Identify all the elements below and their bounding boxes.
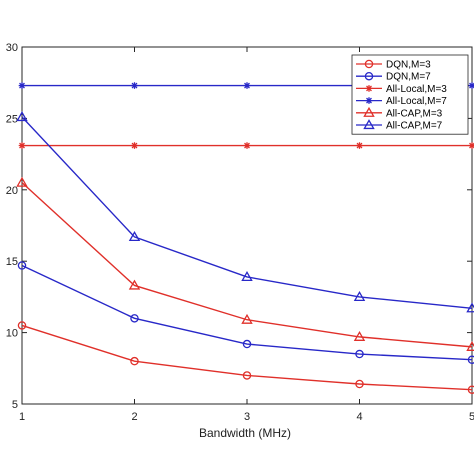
series-all-cap-m-3 xyxy=(16,176,474,351)
legend-label: All-Local,M=7 xyxy=(386,96,447,107)
data-point xyxy=(128,231,141,242)
y-tick-label: 30 xyxy=(6,42,18,54)
series-dqn-m-3 xyxy=(17,321,474,394)
series-all-local-m-3 xyxy=(18,142,474,149)
legend-item: All-Local,M=7 xyxy=(356,96,447,107)
x-tick-label: 2 xyxy=(131,411,137,423)
axis-ticks: 1 2 3 4 5 5 10 15 20 25 30 xyxy=(6,42,474,423)
legend-item: DQN,M=3 xyxy=(356,60,431,71)
legend-marker xyxy=(365,97,373,104)
legend: DQN,M=3DQN,M=7All-Local,M=3All-Local,M=7… xyxy=(351,54,469,135)
data-point xyxy=(356,142,363,149)
legend-item: All-CAP,M=3 xyxy=(356,106,443,119)
data-point xyxy=(466,340,474,351)
data-point xyxy=(467,385,474,394)
data-point xyxy=(353,290,366,302)
data-point xyxy=(467,355,474,364)
data-point xyxy=(16,176,28,187)
legend-label: All-CAP,M=3 xyxy=(386,108,443,119)
data-point xyxy=(17,261,27,270)
data-point xyxy=(131,82,138,89)
data-point xyxy=(468,142,474,149)
legend-marker xyxy=(363,119,375,130)
series-dqn-m-7 xyxy=(17,261,474,364)
legend-marker xyxy=(364,59,374,69)
x-tick-label: 1 xyxy=(19,411,25,423)
legend-item: DQN,M=7 xyxy=(356,72,431,83)
legend-label: All-Local,M=3 xyxy=(386,84,447,95)
series-line xyxy=(21,324,473,391)
y-tick-label: 25 xyxy=(6,113,18,125)
legend-box xyxy=(351,54,469,135)
x-tick-label: 4 xyxy=(356,411,362,423)
legend-label: All-CAP,M=7 xyxy=(386,121,443,132)
y-tick-label: 10 xyxy=(6,328,18,340)
data-point xyxy=(468,82,474,89)
legend-marker xyxy=(363,106,375,117)
legend-marker xyxy=(365,85,373,92)
data-point xyxy=(355,349,364,359)
y-tick-label: 5 xyxy=(12,399,18,411)
legend-item: All-CAP,M=7 xyxy=(356,119,443,132)
data-point xyxy=(131,142,138,149)
data-point xyxy=(353,330,366,341)
x-tick-label: 3 xyxy=(244,411,250,423)
series-line xyxy=(21,182,473,348)
series-line xyxy=(21,116,473,310)
data-point xyxy=(242,371,252,380)
data-point xyxy=(466,302,474,313)
data-point xyxy=(355,379,364,389)
legend-marker xyxy=(364,71,374,81)
data-point xyxy=(17,321,27,330)
y-tick-label: 20 xyxy=(6,185,18,197)
data-point xyxy=(16,111,28,122)
x-tick-label: 5 xyxy=(469,411,474,423)
legend-item: All-Local,M=3 xyxy=(356,84,447,95)
legend-label: DQN,M=3 xyxy=(386,60,431,71)
data-point xyxy=(241,313,253,324)
data-point xyxy=(242,339,252,349)
y-tick-label: 15 xyxy=(6,256,18,268)
data-point xyxy=(128,279,141,290)
data-point xyxy=(18,82,26,89)
legend-label: DQN,M=7 xyxy=(386,72,431,83)
data-point xyxy=(18,142,26,149)
x-axis-title: Bandwidth (MHz) xyxy=(199,426,291,440)
data-point xyxy=(243,142,251,149)
series-line xyxy=(21,264,473,361)
series-all-cap-m-7 xyxy=(16,111,474,313)
data-point xyxy=(130,356,139,366)
data-point xyxy=(243,82,251,89)
data-point xyxy=(130,314,139,323)
data-point xyxy=(241,270,253,282)
